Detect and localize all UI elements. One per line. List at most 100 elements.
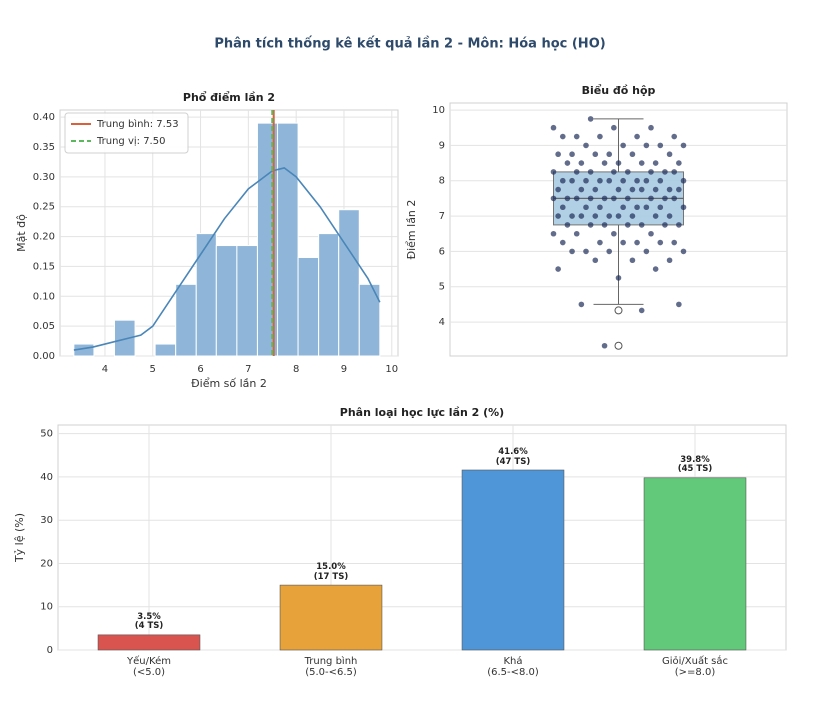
y-tick-label: 0.20 — [33, 232, 55, 243]
data-point — [550, 230, 557, 237]
data-point — [573, 133, 580, 140]
data-point — [555, 266, 561, 272]
data-point — [676, 160, 682, 166]
data-point — [648, 195, 654, 202]
data-point — [624, 222, 631, 228]
x-tick-label: 8 — [293, 364, 299, 375]
histogram-bar — [215, 245, 238, 357]
bar — [643, 477, 747, 651]
data-point — [583, 204, 589, 211]
data-point — [643, 142, 650, 149]
y-tick-label: 6 — [439, 246, 445, 257]
data-point — [629, 186, 636, 193]
value-label: 39.8% (45 TS) — [677, 454, 713, 475]
data-point — [643, 204, 650, 211]
data-point — [559, 204, 566, 211]
x-tick-label: Giỏi/Xuất sắc (>=8.0) — [661, 656, 729, 678]
data-point — [573, 169, 580, 175]
data-point — [676, 222, 682, 228]
data-point — [634, 133, 640, 140]
data-point — [569, 177, 575, 184]
data-point — [597, 177, 603, 184]
data-point — [666, 257, 673, 264]
data-point — [611, 124, 617, 131]
histogram-bar — [318, 233, 340, 357]
data-point — [671, 133, 678, 140]
data-point — [564, 160, 571, 166]
data-point — [587, 195, 594, 202]
data-point — [569, 151, 575, 158]
data-point — [550, 169, 557, 175]
outlier — [614, 341, 623, 350]
x-tick-label: 6 — [197, 364, 203, 375]
data-point — [620, 239, 626, 246]
data-point — [597, 239, 603, 246]
data-point — [587, 116, 594, 122]
data-point — [629, 257, 636, 264]
data-point — [592, 151, 599, 158]
data-point — [680, 204, 687, 211]
data-point — [555, 186, 561, 193]
y-tick-label: 0.00 — [33, 351, 55, 362]
data-point — [620, 142, 626, 149]
data-point — [680, 248, 687, 255]
data-point — [652, 186, 659, 193]
data-point — [615, 275, 622, 281]
data-point — [634, 204, 640, 211]
data-point — [578, 160, 585, 166]
data-point — [555, 151, 561, 158]
data-point — [657, 177, 664, 184]
y-tick-label: 9 — [439, 140, 445, 151]
y-axis-label: Tỷ lệ (%) — [13, 513, 26, 563]
outlier — [614, 306, 623, 315]
data-point — [666, 151, 673, 158]
data-point — [634, 177, 640, 184]
data-point — [601, 160, 608, 166]
y-tick-label: 10 — [432, 105, 445, 116]
data-point — [587, 169, 594, 175]
data-point — [662, 169, 668, 175]
y-tick-label: 7 — [439, 211, 445, 222]
y-tick-label: 0.25 — [33, 202, 55, 213]
histogram-bar — [73, 343, 95, 357]
data-point — [648, 124, 654, 131]
data-point — [657, 239, 664, 246]
x-tick-label: Yếu/Kém (<5.0) — [127, 656, 171, 678]
x-tick-label: 7 — [245, 364, 251, 375]
data-point — [592, 186, 599, 193]
value-label: 3.5% (4 TS) — [134, 611, 164, 632]
data-point — [638, 160, 645, 166]
data-point — [592, 257, 599, 264]
bar — [97, 634, 201, 651]
data-point — [671, 195, 678, 202]
data-point — [583, 142, 589, 149]
data-point — [606, 248, 613, 255]
data-point — [657, 142, 664, 149]
data-point — [578, 186, 585, 193]
histogram-bar — [236, 245, 258, 357]
data-point — [652, 213, 659, 219]
y-tick-label: 10 — [40, 602, 53, 613]
y-tick-label: 8 — [439, 176, 445, 187]
data-point — [662, 222, 668, 228]
data-point — [583, 248, 589, 255]
histogram-bar — [154, 343, 177, 357]
data-point — [606, 177, 613, 184]
histogram-bar — [114, 319, 136, 357]
data-point — [676, 301, 682, 308]
x-axis-label: Điểm số lần 2 — [191, 377, 267, 390]
data-point — [615, 160, 622, 166]
y-tick-label: 40 — [40, 472, 53, 483]
histogram-bar — [175, 283, 197, 357]
y-tick-label: 4 — [439, 317, 445, 328]
bar — [461, 469, 565, 651]
data-point — [643, 177, 650, 184]
y-tick-label: 0 — [47, 645, 53, 656]
data-point — [569, 213, 575, 219]
y-tick-label: 0.15 — [33, 261, 55, 272]
legend-label: Trung bình: 7.53 — [96, 118, 179, 130]
data-point — [550, 195, 557, 202]
y-tick-label: 30 — [40, 515, 53, 526]
